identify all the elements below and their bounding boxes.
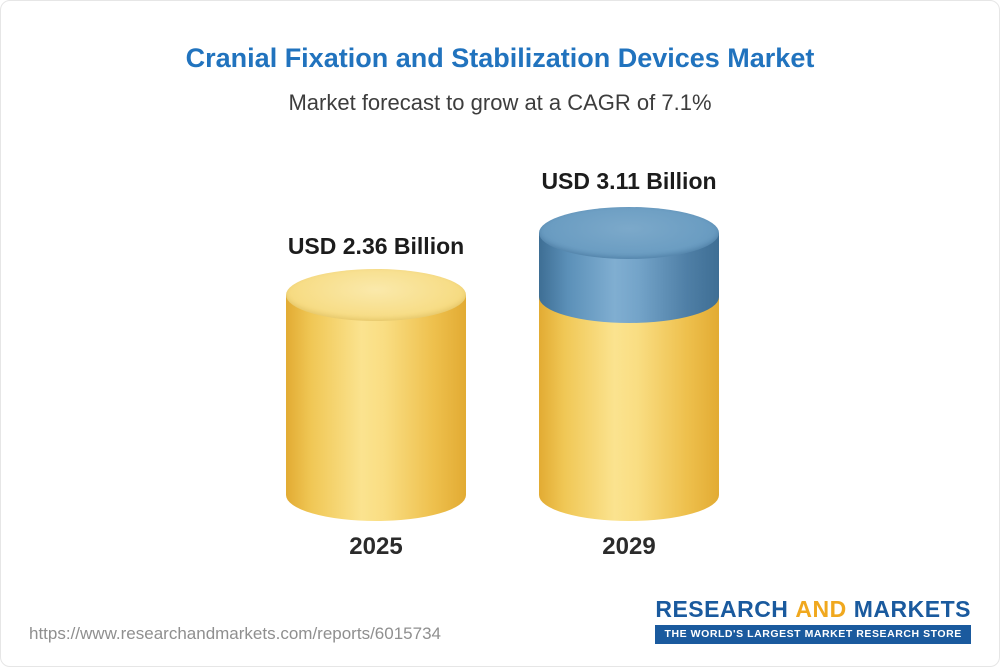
bar-2025-cylinder: [286, 269, 466, 521]
chart-title: Cranial Fixation and Stabilization Devic…: [185, 43, 815, 73]
bar-2029-base-segment: [539, 297, 719, 521]
logo-word-research: RESEARCH: [655, 596, 789, 622]
research-and-markets-logo: RESEARCH AND MARKETS THE WORLD'S LARGEST…: [655, 596, 971, 645]
bar-2029-cylinder: [539, 207, 719, 521]
logo-word-and: AND: [795, 596, 847, 622]
source-url: https://www.researchandmarkets.com/repor…: [29, 624, 441, 643]
bar-2025-top-ellipse: [286, 269, 466, 321]
bar-2025-body: [286, 295, 466, 521]
value-label-2029: USD 3.11 Billion: [541, 168, 717, 194]
axis-label-2029: 2029: [602, 533, 656, 560]
logo-word-markets: MARKETS: [853, 596, 971, 622]
bar-2029-top-ellipse: [539, 207, 719, 259]
logo-tagline: THE WORLD'S LARGEST MARKET RESEARCH STOR…: [655, 625, 971, 645]
value-label-2025: USD 2.36 Billion: [287, 233, 465, 259]
logo-wordmark: RESEARCH AND MARKETS: [655, 596, 971, 622]
chart-subtitle: Market forecast to grow at a CAGR of 7.1…: [288, 90, 712, 115]
axis-label-2025: 2025: [349, 533, 403, 560]
